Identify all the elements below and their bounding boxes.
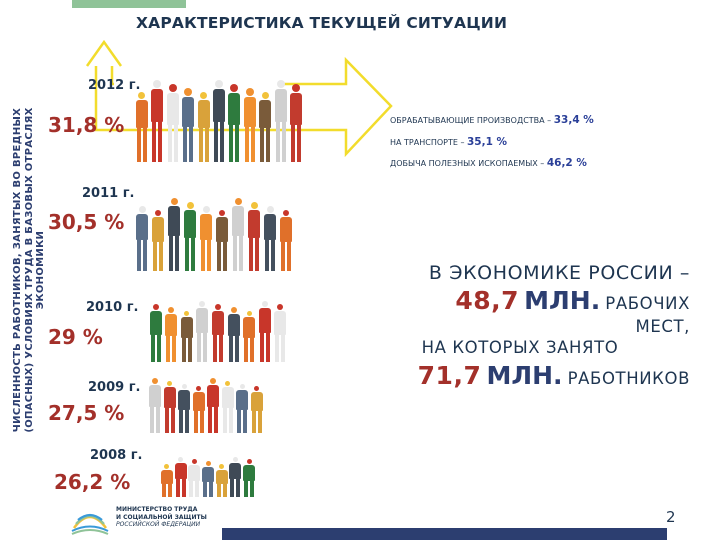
year-label-2010: 2010 г. xyxy=(86,300,139,315)
top-accent-bar xyxy=(72,0,186,8)
workers-photo-2011 xyxy=(134,195,294,271)
worker-figure xyxy=(182,202,198,271)
worker-figure xyxy=(134,206,150,271)
sector-value: 35,1 % xyxy=(466,135,508,148)
year-label-2008: 2008 г. xyxy=(90,448,143,463)
worker-figure xyxy=(242,459,256,497)
sector-list: ОБРАБАТЫВАЮЩИЕ ПРОИЗВОДСТВА – 33,4 % НА … xyxy=(390,114,690,179)
worker-figure xyxy=(289,84,304,162)
worker-figure xyxy=(273,80,288,162)
ministry-name-line2: И СОЦИАЛЬНОЙ ЗАЩИТЫ xyxy=(116,513,207,521)
worker-figure xyxy=(214,210,230,271)
workers-photo-2012 xyxy=(134,76,304,162)
worker-figure xyxy=(226,307,242,362)
summary-workers-line: 71,7 МЛН. РАБОТНИКОВ xyxy=(320,361,690,390)
worker-figure xyxy=(206,378,221,433)
sector-item-transport: НА ТРАНСПОРТЕ – 35,1 % xyxy=(390,136,690,148)
worker-figure xyxy=(198,206,214,271)
sector-label: ОБРАБАТЫВАЮЩИЕ ПРОИЗВОДСТВА – xyxy=(390,116,554,125)
workers-unit: МЛН. xyxy=(486,361,563,390)
sector-label: НА ТРАНСПОРТЕ – xyxy=(390,137,467,147)
worker-figure xyxy=(242,88,257,162)
worker-figure xyxy=(150,210,166,271)
vertical-axis-label: ЧИСЛЕННОСТЬ РАБОТНИКОВ, ЗАНЯТЫХ ВО ВРЕДН… xyxy=(11,107,46,433)
sector-value: 46,2 % xyxy=(546,157,587,169)
worker-figure xyxy=(163,381,178,433)
year-label-2011: 2011 г. xyxy=(82,186,135,201)
worker-figure xyxy=(174,457,188,497)
sector-value: 33,4 % xyxy=(553,114,594,126)
ministry-logo-icon xyxy=(71,513,109,535)
summary-intro: В ЭКОНОМИКЕ РОССИИ – xyxy=(428,262,690,284)
jobs-number: 48,7 xyxy=(455,286,520,315)
worker-figure xyxy=(278,210,294,271)
sector-label: ДОБЫЧА ПОЛЕЗНЫХ ИСКОПАЕМЫХ – xyxy=(390,159,547,168)
slide-title: ХАРАКТЕРИСТИКА ТЕКУЩЕЙ СИТУАЦИИ xyxy=(136,14,508,32)
ministry-name: МИНИСТЕРСТВО ТРУДА И СОЦИАЛЬНОЙ ЗАЩИТЫ Р… xyxy=(116,506,207,529)
worker-figure xyxy=(262,206,278,271)
summary-occupied: НА КОТОРЫХ ЗАНЯТО xyxy=(421,338,619,357)
worker-figure xyxy=(201,461,215,497)
worker-figure xyxy=(211,80,226,162)
worker-figure xyxy=(192,386,207,433)
worker-figure xyxy=(246,202,262,271)
summary-jobs-line: 48,7 МЛН. РАБОЧИХ xyxy=(320,286,690,315)
economy-summary: В ЭКОНОМИКЕ РОССИИ – 48,7 МЛН. РАБОЧИХ М… xyxy=(320,262,690,390)
worker-figure xyxy=(148,378,163,433)
year-label-2009: 2009 г. xyxy=(88,380,141,395)
worker-figure xyxy=(180,88,195,162)
percent-2010: 29 % xyxy=(48,325,103,349)
sector-item-mining: ДОБЫЧА ПОЛЕЗНЫХ ИСКОПАЕМЫХ – 46,2 % xyxy=(390,157,690,169)
percent-2008: 26,2 % xyxy=(54,470,131,494)
worker-figure xyxy=(196,92,211,162)
ministry-name-line3: РОССИЙСКОЙ ФЕДЕРАЦИИ xyxy=(116,521,201,528)
percent-2011: 30,5 % xyxy=(48,210,125,234)
summary-jobs-word2: МЕСТ, xyxy=(635,317,690,336)
percent-2009: 27,5 % xyxy=(48,401,125,425)
worker-figure xyxy=(235,384,250,433)
jobs-word: РАБОЧИХ xyxy=(605,294,690,313)
workers-photo-2008 xyxy=(160,455,256,497)
workers-word: РАБОТНИКОВ xyxy=(567,369,690,388)
worker-figure xyxy=(257,301,273,362)
worker-figure xyxy=(227,84,242,162)
worker-figure xyxy=(221,381,236,433)
worker-figure xyxy=(241,311,257,362)
worker-figure xyxy=(177,384,192,433)
workers-number: 71,7 xyxy=(417,361,482,390)
worker-figure xyxy=(160,464,174,497)
bottom-bar xyxy=(222,528,667,540)
worker-figure xyxy=(179,311,195,362)
ministry-name-line1: МИНИСТЕРСТВО ТРУДА xyxy=(116,506,198,513)
worker-figure xyxy=(215,464,229,497)
worker-figure xyxy=(164,307,180,362)
worker-figure xyxy=(134,92,149,162)
page-number: 2 xyxy=(666,508,676,526)
worker-figure xyxy=(250,386,265,433)
workers-photo-2010 xyxy=(148,298,288,362)
worker-figure xyxy=(166,198,182,271)
worker-figure xyxy=(258,92,273,162)
worker-figure xyxy=(230,198,246,271)
percent-2012: 31,8 % xyxy=(48,113,125,137)
workers-photo-2009 xyxy=(148,375,264,433)
worker-figure xyxy=(195,301,211,362)
worker-figure xyxy=(165,84,180,162)
vertical-label-wrap: ЧИСЛЕННОСТЬ РАБОТНИКОВ, ЗАНЯТЫХ ВО ВРЕДН… xyxy=(6,76,52,464)
worker-figure xyxy=(149,80,164,162)
year-label-2012: 2012 г. xyxy=(88,78,141,93)
worker-figure xyxy=(148,304,164,362)
worker-figure xyxy=(273,304,289,362)
worker-figure xyxy=(187,459,201,497)
jobs-unit: МЛН. xyxy=(524,286,601,315)
sector-item-manufacturing: ОБРАБАТЫВАЮЩИЕ ПРОИЗВОДСТВА – 33,4 % xyxy=(390,114,690,126)
worker-figure xyxy=(229,457,243,497)
worker-figure xyxy=(210,304,226,362)
